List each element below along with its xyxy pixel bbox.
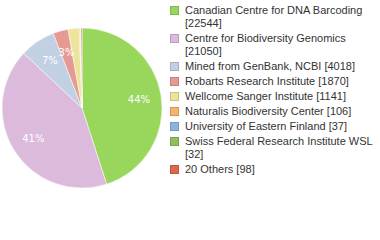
svg-text:3%: 3% (59, 47, 75, 58)
html-text:Naturalis Biodiversity Center: Naturalis Biodiversity Center [106] (185, 105, 352, 117)
html-text:Robarts Research Institute [18: Robarts Research Institute [1870] (185, 75, 349, 87)
html-text:Canadian Centre for DNA Barcod: Canadian Centre for DNA Barcoding [22544… (185, 4, 363, 29)
html-text:Centre for Biodiversity Genomi: Centre for Biodiversity Genomics [21050] (185, 32, 346, 57)
svg-text:44%: 44% (128, 94, 150, 105)
html-text:20 Others [98]: 20 Others [98] (185, 163, 255, 175)
html-text:Swiss Federal Research Institu: Swiss Federal Research Institute WSL [32… (185, 135, 373, 160)
html-text:Wellcome Sanger Institute [114: Wellcome Sanger Institute [1141] (185, 90, 346, 102)
html-text:University of Eastern Finland: University of Eastern Finland [37] (185, 120, 347, 132)
svg-text:41%: 41% (22, 133, 44, 144)
svg-text:7%: 7% (42, 55, 58, 66)
html-text:Mined from GenBank, NCBI [4018: Mined from GenBank, NCBI [4018] (185, 60, 355, 72)
